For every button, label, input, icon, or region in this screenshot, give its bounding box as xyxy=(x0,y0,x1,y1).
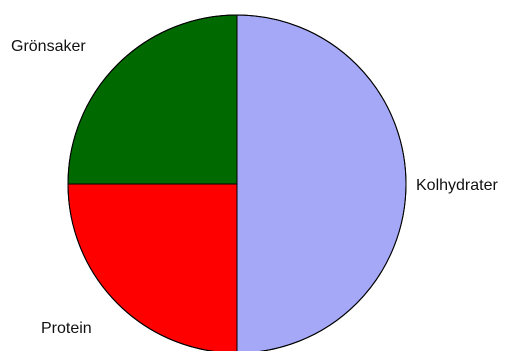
pie-outline xyxy=(67,14,407,351)
slice-label-protein: Protein xyxy=(41,320,92,337)
slice-label-kolhydrater: Kolhydrater xyxy=(416,177,498,194)
pie-slice-gr-nsaker xyxy=(67,14,238,185)
pie-slices xyxy=(67,14,407,351)
pie-slice-protein xyxy=(67,183,238,351)
slice-label-gronsaker: Grönsaker xyxy=(11,38,86,55)
pie-slice-kolhydrater xyxy=(236,14,407,351)
